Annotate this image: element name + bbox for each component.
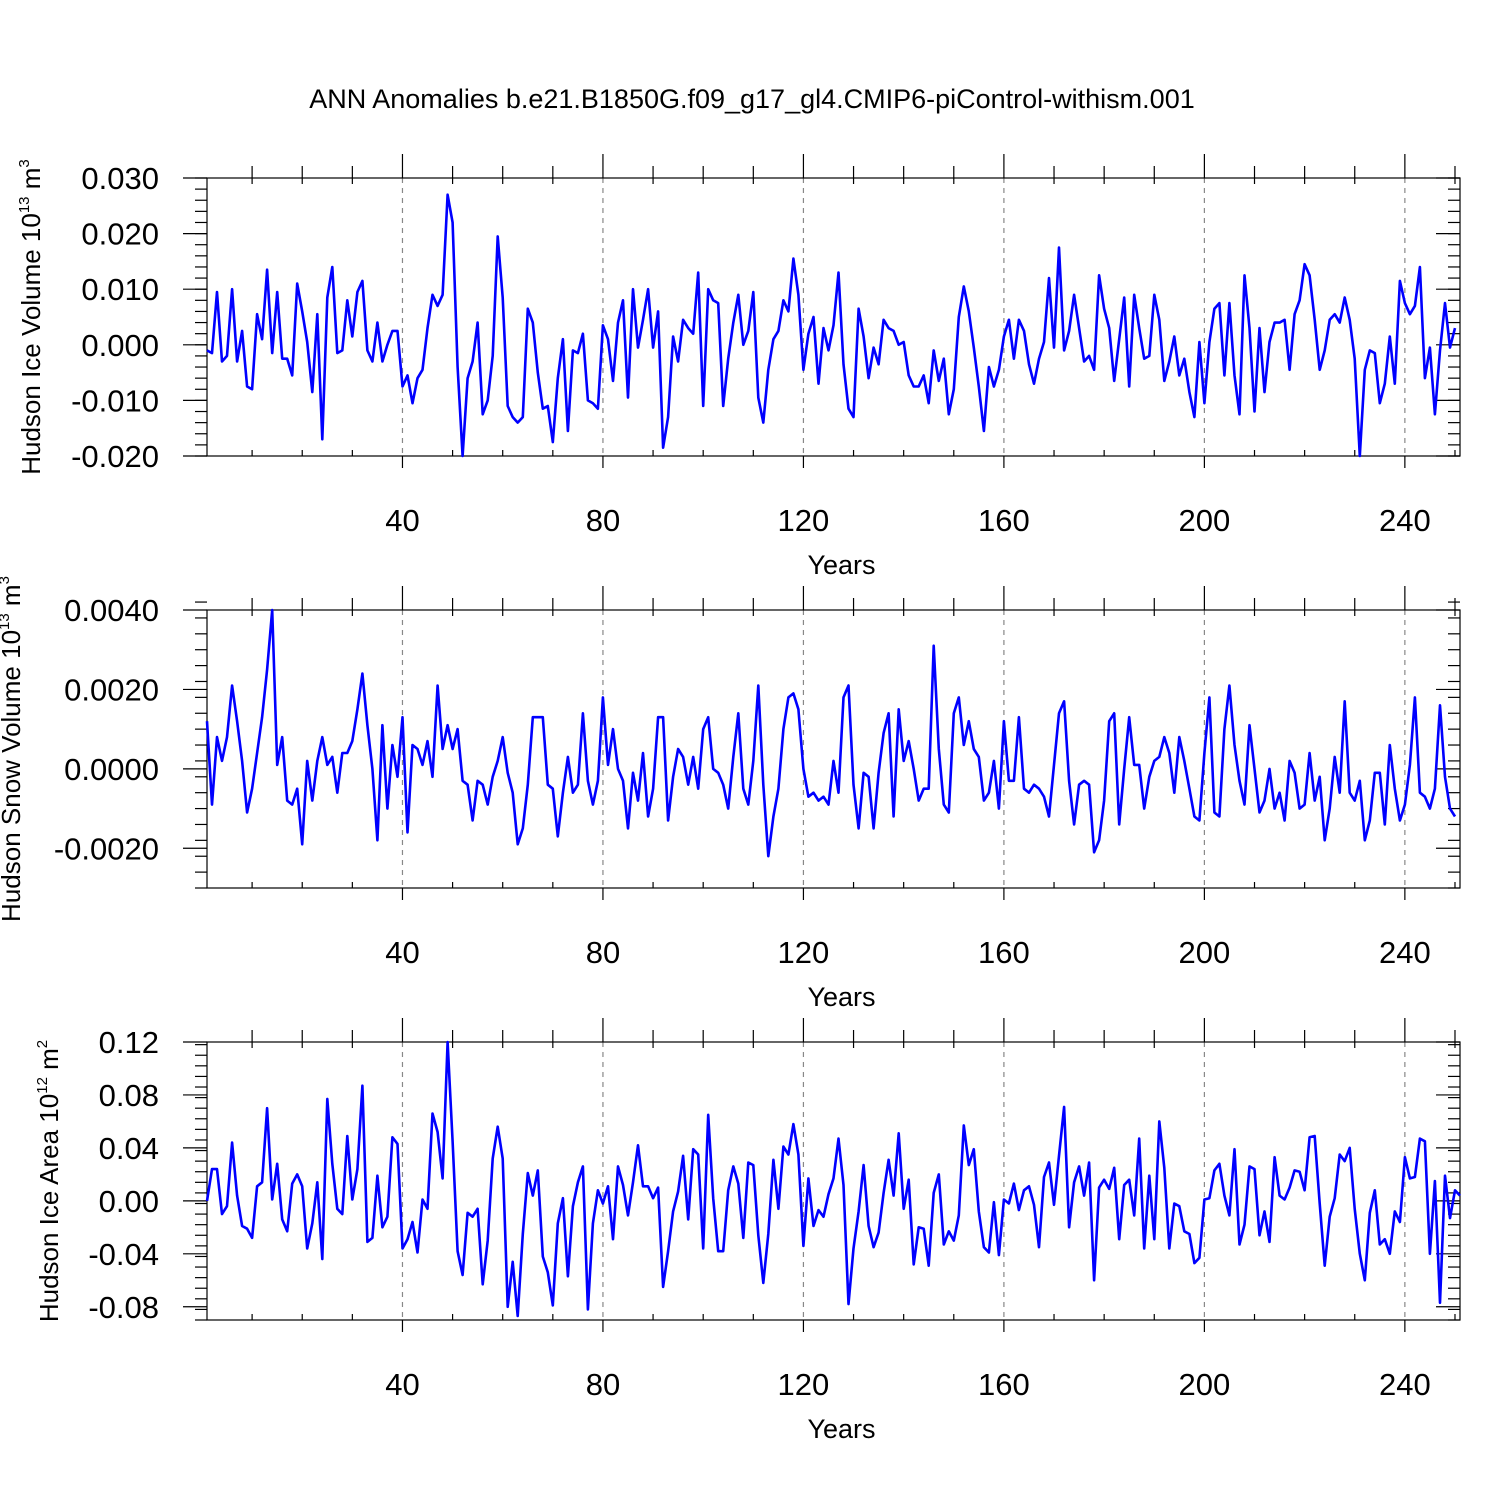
panel-2-y-axis-label: Hudson Snow Volume 1013 m3	[0, 576, 26, 922]
panel-3-y-tick-label: -0.08	[88, 1290, 159, 1325]
panel-3-y-tick-label: -0.04	[88, 1237, 159, 1272]
panel-2-y-tick-label: 0.0000	[64, 752, 159, 787]
panel-2-x-tick-label: 160	[978, 935, 1030, 970]
panel-3-x-tick-label: 120	[778, 1367, 830, 1402]
panel-1-x-tick-label: 120	[778, 503, 830, 538]
panel-3-x-tick-label: 40	[385, 1367, 419, 1402]
panel-3-x-tick-label: 240	[1379, 1367, 1431, 1402]
panel-3-y-tick-label: 0.04	[99, 1131, 159, 1166]
panel-3-x-tick-label: 200	[1179, 1367, 1231, 1402]
panel-2-y-tick-label: -0.0020	[54, 831, 159, 866]
y-label-exponent: 2	[34, 1040, 51, 1048]
y-label-exponent: 3	[16, 159, 33, 167]
y-label-part: m	[34, 1048, 64, 1077]
chart-title: ANN Anomalies b.e21.B1850G.f09_g17_gl4.C…	[309, 84, 1194, 114]
panel-3-y-tick-label: 0.12	[99, 1025, 159, 1060]
panel-2-y-tick-label: 0.0020	[64, 672, 159, 707]
panel-3-y-axis-label: Hudson Ice Area 1012 m2	[34, 1040, 64, 1322]
panel-2-x-tick-label: 40	[385, 935, 419, 970]
panel-2-x-axis-label: Years	[807, 982, 875, 1012]
panel-1-y-tick-label: 0.030	[81, 161, 159, 196]
panel-3-x-tick-label: 160	[978, 1367, 1030, 1402]
y-label-exponent: 13	[0, 613, 13, 630]
y-label-part: Hudson Ice Area 10	[34, 1094, 64, 1322]
panel-2-x-tick-label: 200	[1179, 935, 1231, 970]
panel-1-y-tick-label: -0.010	[71, 383, 159, 418]
panel-2-x-tick-label: 80	[586, 935, 620, 970]
panel-1-plot-frame	[206, 177, 1461, 457]
y-label-part: m	[16, 168, 46, 197]
panel-3-plot-frame	[206, 1041, 1461, 1321]
panel-1-x-axis-label: Years	[807, 550, 875, 580]
panel-1-x-tick-label: 240	[1379, 503, 1431, 538]
panel-1-x-tick-label: 40	[385, 503, 419, 538]
panel-3-x-axis-label: Years	[807, 1414, 875, 1444]
panel-1-x-tick-label: 200	[1179, 503, 1231, 538]
panel-1-y-tick-label: 0.000	[81, 328, 159, 363]
panel-2-x-tick-label: 240	[1379, 935, 1431, 970]
panel-3-y-tick-label: 0.08	[99, 1078, 159, 1113]
panel-2-x-tick-label: 120	[778, 935, 830, 970]
y-label-part: Hudson Snow Volume 10	[0, 630, 26, 922]
y-label-exponent: 3	[0, 576, 13, 584]
panel-1-data-line	[206, 193, 1457, 458]
panel-1-y-tick-label: -0.020	[71, 439, 159, 474]
y-label-exponent: 13	[16, 196, 33, 213]
panel-1-y-tick-label: 0.020	[81, 217, 159, 252]
panel-1-x-tick-label: 80	[586, 503, 620, 538]
y-label-part: Hudson Ice Volume 10	[16, 213, 46, 475]
panel-3-data-line	[205, 1040, 1461, 1318]
panel-2-y-tick-label: 0.0040	[64, 593, 159, 628]
panel-3-x-tick-label: 80	[586, 1367, 620, 1402]
panel-2-plot-frame	[206, 609, 1461, 889]
panel-1-y-tick-label: 0.010	[81, 272, 159, 307]
y-label-part: m	[0, 584, 26, 613]
y-label-exponent: 12	[34, 1077, 51, 1094]
panel-3-y-tick-label: 0.00	[99, 1184, 159, 1219]
panel-2-data-line	[205, 608, 1457, 858]
panel-1-y-axis-label: Hudson Ice Volume 1013 m3	[16, 159, 46, 475]
panel-1-x-tick-label: 160	[978, 503, 1030, 538]
